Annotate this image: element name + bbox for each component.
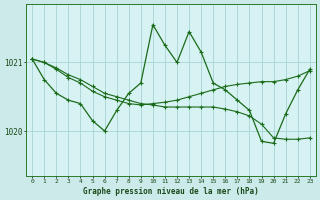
X-axis label: Graphe pression niveau de la mer (hPa): Graphe pression niveau de la mer (hPa) xyxy=(83,187,259,196)
